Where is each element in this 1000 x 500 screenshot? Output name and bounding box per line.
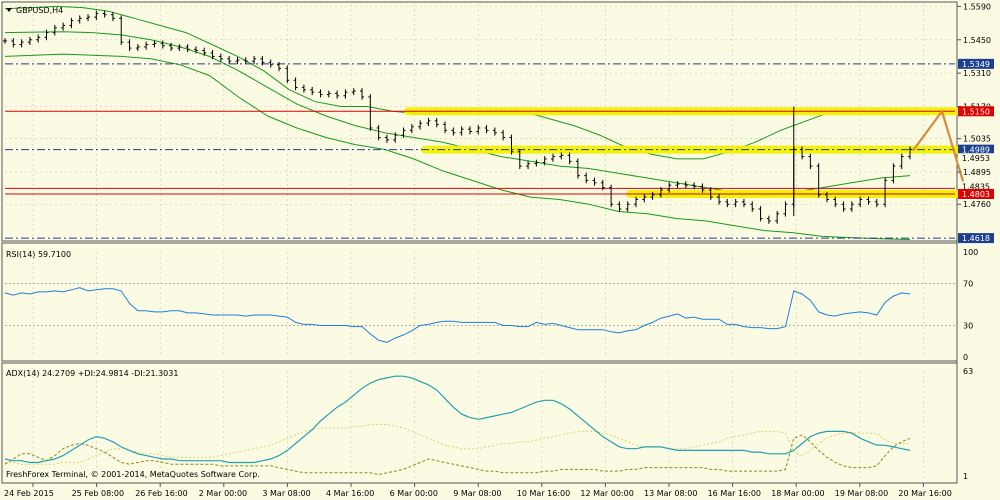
lower-band-line xyxy=(4,53,911,240)
date-label: 2 Mar 00:00 xyxy=(199,489,247,498)
level-label-box xyxy=(958,58,994,69)
rsi-tick-label: 30 xyxy=(963,322,973,331)
copyright-text: FreshForex Terminal, © 2001-2014, MetaQu… xyxy=(6,470,260,479)
level-label-1.5150: 1.5150 xyxy=(962,107,990,116)
rsi-layer xyxy=(4,287,911,343)
price-tick-label: 1.5310 xyxy=(963,69,991,78)
level-label-1.4835: 1.4835 xyxy=(962,182,990,191)
adx-layer xyxy=(4,375,911,476)
highlight-zones-layer xyxy=(404,107,961,198)
level-label-box xyxy=(958,188,994,199)
rsi-line xyxy=(4,287,911,343)
symbol-title[interactable]: GBPUSD,H4 xyxy=(6,6,63,15)
date-label: 4 Mar 16:00 xyxy=(326,489,374,498)
adx-title: ADX(14) 24.2709 +DI:24.9814 -DI:21.3031 xyxy=(6,369,178,378)
level-label-1.4953: 1.4953 xyxy=(962,154,990,163)
level-label-1.5349: 1.5349 xyxy=(962,60,990,69)
price-panel-frame xyxy=(1,1,958,242)
adx-line xyxy=(4,375,911,464)
date-label: 6 Mar 00:00 xyxy=(390,489,438,498)
rsi-tick-label: 0 xyxy=(963,353,968,362)
level-label-1.4989: 1.4989 xyxy=(962,146,990,155)
price-bars-layer xyxy=(3,10,912,224)
level-label-1.4618: 1.4618 xyxy=(962,234,990,243)
triangle-down-icon[interactable] xyxy=(6,8,12,12)
axis-labels-layer: 1.55901.54501.53101.51701.50351.48951.47… xyxy=(4,2,994,498)
price-tick-label: 1.4895 xyxy=(963,168,991,177)
di-minus-line xyxy=(5,424,910,465)
price-tick-label: 1.5590 xyxy=(963,2,991,11)
date-label: 3 Mar 08:00 xyxy=(262,489,310,498)
adx-panel-frame xyxy=(1,362,958,484)
rsi-tick-label: 100 xyxy=(963,248,978,257)
price-tick-label: 1.5450 xyxy=(963,36,991,45)
date-label: 20 Mar 16:00 xyxy=(898,489,951,498)
level-label-1.4803: 1.4803 xyxy=(962,190,990,199)
adx-tick-label: 1 xyxy=(963,472,968,481)
upper-band-line xyxy=(4,5,911,160)
date-label: 19 Mar 08:00 xyxy=(835,489,888,498)
date-label: 16 Mar 16:00 xyxy=(708,489,761,498)
date-label: 25 Feb 08:00 xyxy=(72,489,124,498)
level-label-box xyxy=(958,181,994,192)
adx-tick-label: 63 xyxy=(963,367,973,376)
level-label-box xyxy=(958,153,994,164)
date-label: 13 Mar 08:00 xyxy=(644,489,697,498)
rsi-title: RSI(14) 59.7100 xyxy=(6,250,71,259)
horizontal-levels-layer xyxy=(5,63,955,239)
date-label: 9 Mar 08:00 xyxy=(453,489,501,498)
date-label: 26 Feb 16:00 xyxy=(135,489,187,498)
forecast-arrow-line xyxy=(912,108,968,192)
rsi-tick-label: 70 xyxy=(963,280,973,289)
symbol-title-text: GBPUSD,H4 xyxy=(16,6,63,15)
level-label-box xyxy=(958,106,994,117)
di-plus-line xyxy=(4,434,911,476)
price-tick-label: 1.4760 xyxy=(963,200,991,209)
date-label: 18 Mar 00:00 xyxy=(771,489,824,498)
date-label: 12 Mar 00:00 xyxy=(580,489,633,498)
level-label-box xyxy=(958,144,994,155)
date-label: 24 Feb 2015 xyxy=(4,489,54,498)
level-label-box xyxy=(958,233,994,244)
rsi-panel-frame xyxy=(1,242,958,362)
price-tick-label: 1.5035 xyxy=(963,135,991,144)
date-label: 10 Mar 16:00 xyxy=(517,489,570,498)
